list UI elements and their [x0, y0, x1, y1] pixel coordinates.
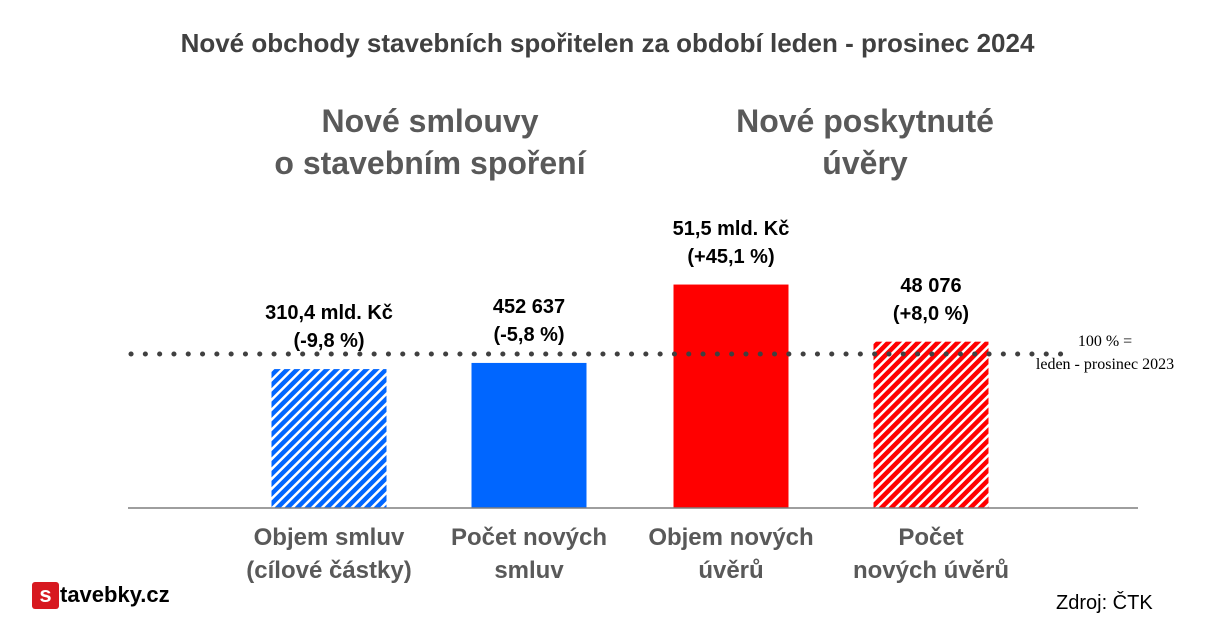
data-label-1-line1: 310,4 mld. Kč [265, 302, 393, 325]
data-label-3-line2: (+45,1 %) [687, 245, 775, 268]
data-label-2-line2: (-5,8 %) [493, 323, 565, 346]
category-label-4: Počet nových úvěrů [826, 521, 1036, 587]
category-label-1: Objem smluv (cílové částky) [224, 521, 434, 587]
logo-text: tavebky.cz [60, 582, 170, 607]
group-title-loans: Nové poskytnuté úvěry [665, 100, 1065, 184]
group-title-contracts: Nové smlouvy o stavebním spoření [230, 100, 630, 184]
bar-2 [471, 362, 587, 508]
data-label-4-line1: 48 076 [900, 274, 962, 297]
category-label-2-line1: Počet nových [450, 524, 608, 551]
category-label-3-line1: Objem nových [648, 524, 814, 551]
data-label-2-line1: 452 637 [492, 295, 566, 318]
reference-line-note: 100 % = leden - prosinec 2023 [1005, 330, 1205, 376]
category-label-4-line2: nových úvěrů [852, 557, 1010, 584]
category-label-4-line1: Počet [898, 524, 964, 551]
group-title-loans-line1: Nové poskytnuté [736, 103, 994, 139]
category-label-1-line1: Objem smluv [253, 524, 405, 551]
reference-note-line2: leden - prosinec 2023 [1035, 356, 1175, 373]
bar-3 [673, 284, 789, 508]
bar-1 [271, 369, 387, 508]
category-label-2-line2: smluv [494, 557, 564, 584]
category-label-1-line2: (cílové částky) [246, 557, 412, 584]
group-title-contracts-line1: Nové smlouvy [321, 103, 539, 139]
source-note: Zdroj: ČTK [1056, 592, 1153, 614]
group-title-loans-line2: úvěry [822, 145, 908, 181]
chart-title: Nové obchody stavebních spořitelen za ob… [180, 28, 1035, 58]
data-label-4: 48 076 (+8,0 %) [821, 272, 1041, 328]
category-label-2: Počet nových smluv [424, 521, 634, 587]
stavebky-logo: s tavebky.cz [32, 580, 170, 610]
bar-4 [873, 341, 989, 508]
data-label-3: 51,5 mld. Kč (+45,1 %) [621, 215, 841, 271]
data-label-3-line1: 51,5 mld. Kč [672, 217, 790, 240]
data-label-1-line2: (-9,8 %) [293, 330, 365, 353]
category-label-3-line2: úvěrů [698, 557, 764, 584]
data-label-1: 310,4 mld. Kč (-9,8 %) [219, 299, 439, 355]
reference-note-line1: 100 % = [1077, 333, 1133, 350]
logo-s-badge: s [32, 581, 59, 609]
data-label-4-line2: (+8,0 %) [892, 302, 970, 325]
group-title-contracts-line2: o stavebním spoření [274, 145, 586, 181]
category-label-3: Objem nových úvěrů [626, 521, 836, 587]
data-label-2: 452 637 (-5,8 %) [419, 293, 639, 349]
